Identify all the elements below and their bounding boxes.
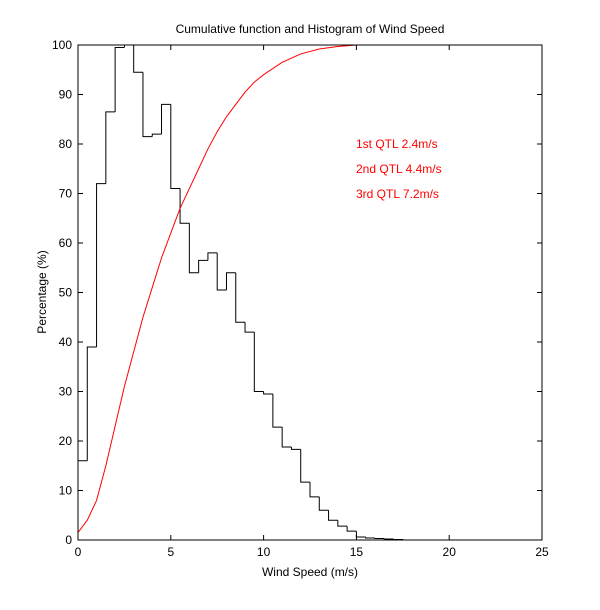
- x-tick-label: 15: [350, 545, 364, 559]
- histogram-step: [170, 104, 181, 190]
- y-tick-label: 70: [59, 187, 73, 201]
- y-tick-label: 50: [59, 286, 73, 300]
- histogram-step: [161, 103, 171, 135]
- x-tick-label: 0: [75, 545, 82, 559]
- y-tick-label: 0: [65, 533, 72, 547]
- histogram-step: [225, 272, 236, 291]
- histogram-step: [328, 510, 338, 521]
- annotation: 1st QTL 2.4m/s: [356, 137, 438, 151]
- y-tick-label: 90: [59, 88, 73, 102]
- histogram-step: [179, 188, 190, 224]
- annotation: 3rd QTL 7.2m/s: [356, 187, 439, 201]
- y-tick-label: 80: [59, 137, 73, 151]
- histogram-step: [216, 252, 227, 291]
- x-tick-label: 25: [535, 545, 549, 559]
- histogram-step: [309, 482, 320, 498]
- y-axis-label: Percentage (%): [35, 250, 49, 333]
- histogram-step: [244, 322, 255, 333]
- histogram-step: [86, 346, 97, 461]
- histogram-step: [188, 223, 199, 274]
- histogram-step: [133, 45, 143, 73]
- histogram-step: [290, 446, 301, 450]
- histogram-step: [105, 111, 116, 184]
- histogram-step: [346, 526, 357, 532]
- histogram-step: [253, 332, 264, 392]
- plot-frame: [77, 44, 543, 541]
- histogram-step: [318, 496, 329, 511]
- cumulative-line: [77, 44, 542, 533]
- x-tick-label: 20: [443, 545, 457, 559]
- chart-title: Cumulative function and Histogram of Win…: [176, 22, 445, 36]
- plot-area: [78, 45, 542, 540]
- y-tick-label: 30: [59, 385, 73, 399]
- histogram-step: [198, 259, 208, 273]
- histogram-step: [263, 391, 273, 395]
- histogram-step: [355, 531, 366, 538]
- histogram-step: [151, 133, 162, 137]
- histogram-step: [96, 183, 106, 347]
- histogram-step: [337, 520, 348, 527]
- histogram-step: [272, 393, 283, 428]
- histogram-step: [281, 427, 292, 448]
- y-tick-label: 100: [52, 38, 72, 52]
- histogram-step: [207, 252, 218, 261]
- y-tick-label: 40: [59, 335, 73, 349]
- histogram-step: [300, 449, 310, 483]
- histogram-step: [365, 537, 375, 539]
- x-axis-label: Wind Speed (m/s): [262, 565, 358, 579]
- histogram-step: [235, 272, 246, 323]
- histogram-step: [114, 46, 125, 112]
- y-tick-label: 20: [59, 434, 73, 448]
- annotation: 2nd QTL 4.4m/s: [356, 162, 442, 176]
- x-tick-label: 10: [257, 545, 271, 559]
- y-tick-label: 10: [59, 484, 73, 498]
- x-tick-label: 5: [167, 545, 174, 559]
- histogram-step: [142, 72, 153, 138]
- y-tick-label: 60: [59, 236, 73, 250]
